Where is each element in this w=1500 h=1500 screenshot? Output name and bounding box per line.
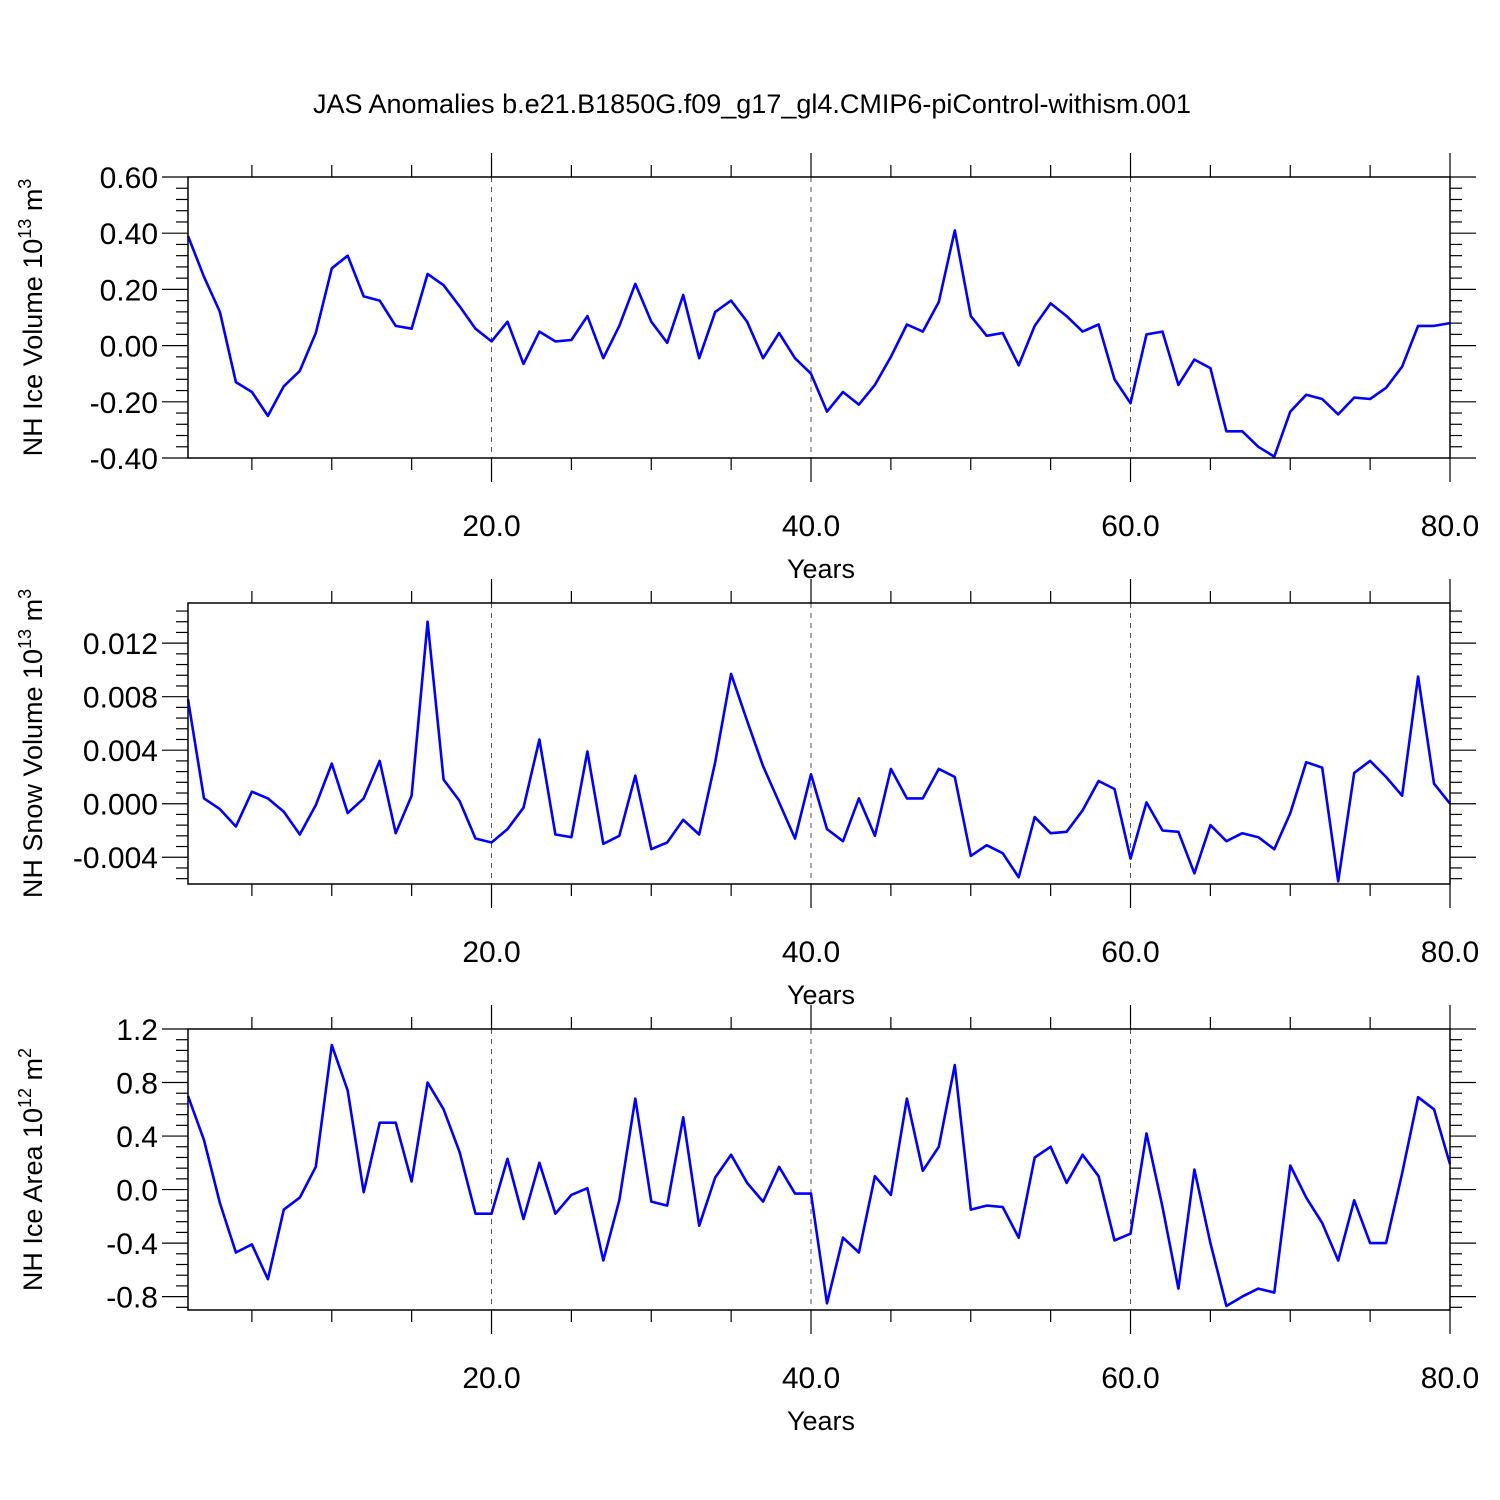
y-tick-label: 0.60 bbox=[100, 162, 158, 195]
panel-2: -0.004 0.000 0.004 0.008 0.012 20.0 40.0 60.0 80… bbox=[15, 579, 1479, 1010]
x-axis-label: Years bbox=[787, 1406, 855, 1436]
x-tick-label: 80.0 bbox=[1421, 936, 1479, 969]
x-tick-label: 80.0 bbox=[1421, 510, 1479, 543]
x-tick-label: 60.0 bbox=[1101, 936, 1159, 969]
x-tick-label: 20.0 bbox=[462, 936, 520, 969]
series-line bbox=[186, 620, 1452, 883]
x-axis-label: Years bbox=[787, 980, 855, 1010]
y-tick-label: 0.4 bbox=[116, 1121, 158, 1154]
y-tick-label: 0.0 bbox=[116, 1175, 158, 1208]
y-tick-label: 0.8 bbox=[116, 1068, 158, 1101]
x-axis-label: Years bbox=[787, 554, 855, 584]
y-axis-label: NH Ice Volume 1013 m3 bbox=[15, 179, 48, 457]
y-tick-label: 0.000 bbox=[83, 789, 158, 822]
panels: -0.40 -0.20 0.00 0.20 0.40 0.60 20.0 40.0 60.0 80… bbox=[15, 153, 1479, 1436]
y-axis-label: NH Snow Volume 1013 m3 bbox=[15, 589, 48, 898]
y-tick-label: -0.004 bbox=[73, 842, 158, 875]
plot-frame bbox=[187, 602, 1451, 885]
x-tick-label: 20.0 bbox=[462, 1362, 520, 1395]
series-line bbox=[186, 229, 1451, 458]
figure-title: JAS Anomalies b.e21.B1850G.f09_g17_gl4.C… bbox=[313, 89, 1191, 119]
x-tick-label: 60.0 bbox=[1101, 1362, 1159, 1395]
x-tick-label: 80.0 bbox=[1421, 1362, 1479, 1395]
series-line bbox=[186, 1043, 1452, 1308]
x-tick-label: 40.0 bbox=[782, 936, 840, 969]
y-tick-label: 0.004 bbox=[83, 735, 158, 768]
x-tick-label: 60.0 bbox=[1101, 510, 1159, 543]
y-tick-label: 0.012 bbox=[83, 628, 158, 661]
y-tick-label: -0.40 bbox=[90, 443, 158, 476]
y-axis-label: NH Ice Area 1012 m2 bbox=[15, 1048, 48, 1291]
y-tick-label: -0.20 bbox=[90, 387, 158, 420]
y-tick-label: -0.8 bbox=[106, 1282, 158, 1315]
x-tick-label: 40.0 bbox=[782, 510, 840, 543]
y-tick-label: 1.2 bbox=[116, 1014, 158, 1047]
panel-1: -0.40 -0.20 0.00 0.20 0.40 0.60 20.0 40.0 60.0 80… bbox=[15, 153, 1479, 584]
x-tick-label: 20.0 bbox=[462, 510, 520, 543]
plot-frame bbox=[187, 1028, 1451, 1311]
y-tick-label: 0.00 bbox=[100, 331, 158, 364]
y-tick-label: 0.20 bbox=[100, 274, 158, 307]
panel-3: -0.8 -0.4 0.0 0.4 0.8 1.2 20.0 40.0 60.0 80.0 Year… bbox=[15, 1005, 1479, 1436]
y-tick-label: 0.008 bbox=[83, 682, 158, 715]
y-tick-label: -0.4 bbox=[106, 1228, 158, 1261]
plot-frame bbox=[187, 176, 1451, 459]
y-tick-label: 0.40 bbox=[100, 218, 158, 251]
x-tick-label: 40.0 bbox=[782, 1362, 840, 1395]
